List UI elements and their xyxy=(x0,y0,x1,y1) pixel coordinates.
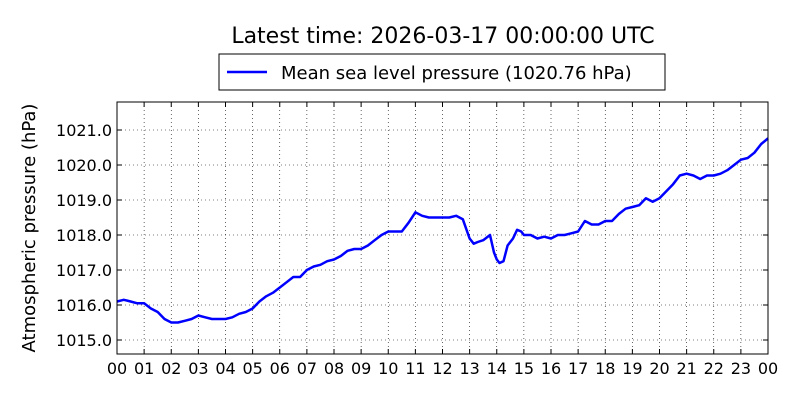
y-tick-label: 1017.0 xyxy=(56,261,112,280)
x-tick-label: 12 xyxy=(432,359,452,378)
plot-area: 1015.01016.01017.01018.01019.01020.01021… xyxy=(56,101,778,378)
x-tick-label: 04 xyxy=(215,359,235,378)
x-tick-label: 20 xyxy=(649,359,669,378)
x-tick-label: 09 xyxy=(351,359,371,378)
x-tick-label: 03 xyxy=(188,359,208,378)
y-axis-label: Atmospheric pressure (hPa) xyxy=(19,104,40,353)
x-tick-label: 07 xyxy=(297,359,317,378)
series-layer xyxy=(116,137,769,324)
x-tick-label: 19 xyxy=(622,359,642,378)
x-tick-label: 02 xyxy=(161,359,181,378)
plot-background xyxy=(117,102,768,354)
series-line-0 xyxy=(116,137,769,324)
x-tick-label: 00 xyxy=(758,359,778,378)
x-tick-label: 14 xyxy=(487,359,507,378)
x-tick-label: 01 xyxy=(134,359,154,378)
y-tick-label: 1015.0 xyxy=(56,331,112,350)
x-tick-label: 22 xyxy=(704,359,724,378)
x-tick-label: 00 xyxy=(107,359,127,378)
x-tick-label: 21 xyxy=(676,359,696,378)
ticks: 1015.01016.01017.01018.01019.01020.01021… xyxy=(56,102,778,378)
legend-label: Mean sea level pressure (1020.76 hPa) xyxy=(281,63,632,84)
x-tick-label: 10 xyxy=(378,359,398,378)
y-tick-label: 1020.0 xyxy=(56,156,112,175)
x-tick-label: 18 xyxy=(595,359,615,378)
x-tick-label: 11 xyxy=(405,359,425,378)
legend-box xyxy=(218,53,666,91)
y-tick-label: 1019.0 xyxy=(56,191,112,210)
y-tick-label: 1016.0 xyxy=(56,296,112,315)
x-tick-label: 15 xyxy=(514,359,534,378)
x-tick-label: 17 xyxy=(568,359,588,378)
chart-title: Latest time: 2026-03-17 00:00:00 UTC xyxy=(231,24,654,49)
x-tick-label: 16 xyxy=(541,359,561,378)
y-tick-label: 1021.0 xyxy=(56,121,112,140)
legend: Mean sea level pressure (1020.76 hPa) xyxy=(218,53,666,91)
grid xyxy=(117,102,768,354)
x-tick-label: 08 xyxy=(324,359,344,378)
x-tick-label: 06 xyxy=(270,359,290,378)
x-tick-label: 13 xyxy=(459,359,479,378)
x-tick-label: 23 xyxy=(731,359,751,378)
x-tick-label: 05 xyxy=(242,359,262,378)
y-tick-label: 1018.0 xyxy=(56,226,112,245)
